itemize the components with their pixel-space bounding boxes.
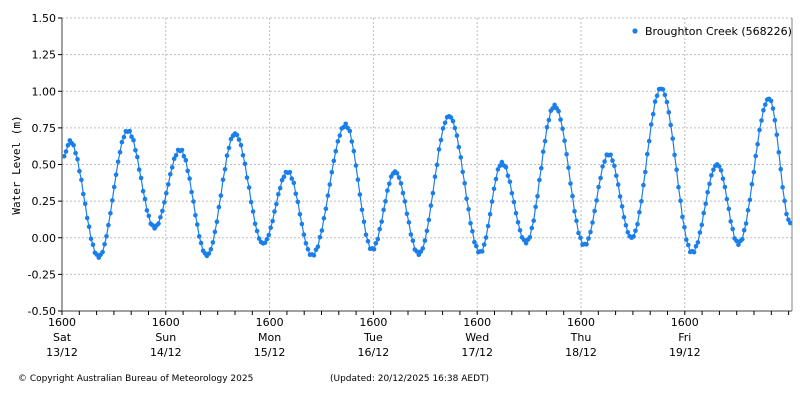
legend: Broughton Creek (568226) bbox=[632, 25, 792, 38]
svg-text:1600: 1600 bbox=[463, 316, 491, 329]
y-tick-label: 1.25 bbox=[32, 49, 57, 62]
svg-text:1600: 1600 bbox=[48, 316, 76, 329]
svg-text:19/12: 19/12 bbox=[669, 346, 701, 359]
svg-text:17/12: 17/12 bbox=[461, 346, 493, 359]
svg-text:Sat: Sat bbox=[53, 331, 72, 344]
svg-text:14/12: 14/12 bbox=[150, 346, 182, 359]
svg-text:13/12: 13/12 bbox=[46, 346, 78, 359]
y-tick-label: 1.50 bbox=[32, 12, 57, 25]
grid-lines bbox=[62, 17, 793, 311]
y-tick-label: 0.75 bbox=[32, 122, 57, 135]
svg-text:1600: 1600 bbox=[152, 316, 180, 329]
svg-text:Sun: Sun bbox=[155, 331, 176, 344]
x-tick-label: 1600 Wed 17/12 bbox=[461, 316, 493, 359]
svg-text:Fri: Fri bbox=[678, 331, 691, 344]
x-tick-label: 1600 Sat 13/12 bbox=[46, 316, 78, 359]
x-tick-label: 1600 Tue 16/12 bbox=[358, 316, 390, 359]
copyright-text: © Copyright Australian Bureau of Meteoro… bbox=[18, 374, 254, 384]
y-tick-label: 0.25 bbox=[32, 195, 57, 208]
svg-text:Tue: Tue bbox=[363, 331, 383, 344]
svg-text:18/12: 18/12 bbox=[565, 346, 597, 359]
svg-text:Thu: Thu bbox=[570, 331, 592, 344]
x-tick-label: 1600 Sun 14/12 bbox=[150, 316, 182, 359]
y-axis-label: Water Level (m) bbox=[10, 115, 23, 214]
y-tick-label: -0.50 bbox=[28, 305, 56, 318]
legend-label: Broughton Creek (568226) bbox=[645, 25, 792, 38]
updated-timestamp: (Updated: 20/12/2025 16:38 AEDT) bbox=[330, 374, 490, 384]
legend-marker-icon bbox=[632, 28, 638, 34]
svg-text:Wed: Wed bbox=[465, 331, 489, 344]
x-tick-label: 1600 Fri 19/12 bbox=[669, 316, 701, 359]
svg-text:15/12: 15/12 bbox=[254, 346, 286, 359]
svg-text:1600: 1600 bbox=[256, 316, 284, 329]
svg-text:Mon: Mon bbox=[258, 331, 281, 344]
x-axis-ticks: 1600Sat13/121600Sun14/121600Mon15/121600… bbox=[46, 311, 790, 359]
y-axis-ticks: 1.50 1.25 1.00 0.75 0.50 0.25 0.00 -0.25 -0.50 bbox=[28, 12, 62, 318]
x-tick-label: 1600 Mon 15/12 bbox=[254, 316, 286, 359]
y-tick-label: 0.00 bbox=[32, 232, 57, 245]
svg-text:1600: 1600 bbox=[567, 316, 595, 329]
y-tick-label: 0.50 bbox=[32, 159, 57, 172]
y-tick-label: -0.25 bbox=[28, 268, 56, 281]
series-broughton-creek bbox=[61, 86, 793, 260]
svg-text:1600: 1600 bbox=[359, 316, 387, 329]
y-tick-label: 1.00 bbox=[32, 85, 57, 98]
svg-text:16/12: 16/12 bbox=[358, 346, 390, 359]
x-tick-label: 1600 Thu 18/12 bbox=[565, 316, 597, 359]
svg-text:1600: 1600 bbox=[671, 316, 699, 329]
